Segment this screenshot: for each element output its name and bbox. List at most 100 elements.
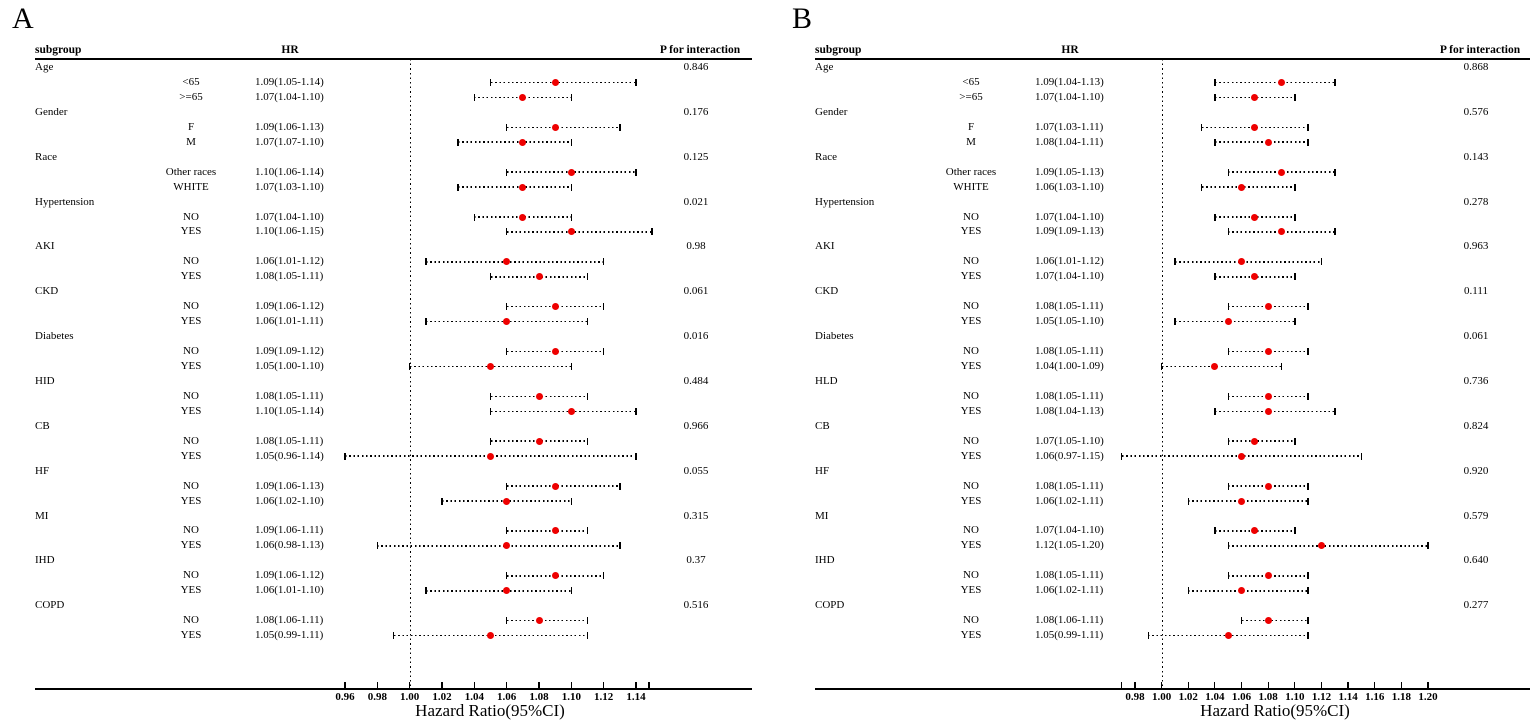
forest-panel-a: A subgroup HR P for interaction Hazard R… <box>12 2 752 720</box>
subgroup-level-label: M <box>186 135 196 148</box>
ci-cap-left <box>1227 392 1230 400</box>
ci-cap-right <box>586 527 589 535</box>
ci-cap-left <box>425 587 427 595</box>
hr-ci-text: 1.07(1.04-1.10) <box>255 210 324 223</box>
p-interaction-value: 0.125 <box>683 150 709 163</box>
subgroup-label: CB <box>815 419 830 432</box>
p-interaction-value: 0.963 <box>1463 240 1489 253</box>
ci-cap-right <box>1334 168 1336 176</box>
hr-point-marker <box>535 437 543 445</box>
p-interaction-value: 0.824 <box>1463 419 1489 432</box>
subgroup-level-label: NO <box>183 345 199 358</box>
p-interaction-value: 0.640 <box>1463 554 1489 567</box>
ci-cap-right <box>1294 437 1296 445</box>
subgroup-label: Race <box>815 150 837 163</box>
hr-point-marker <box>1264 303 1272 311</box>
hr-point-marker <box>551 348 559 356</box>
subgroup-label: MI <box>815 509 829 522</box>
subgroup-level-label: NO <box>183 300 199 313</box>
hr-ci-text: 1.06(0.98-1.13) <box>255 539 324 552</box>
hr-ci-text: 1.09(1.06-1.13) <box>255 479 324 492</box>
p-interaction-value: 0.846 <box>683 61 709 73</box>
subgroup-label: Diabetes <box>35 330 74 343</box>
x-axis-tick <box>538 682 540 688</box>
p-interaction-value: 0.484 <box>683 374 709 387</box>
p-interaction-value: 0.061 <box>1463 330 1489 343</box>
subgroup-level-label: NO <box>183 434 199 447</box>
column-header-p-interaction: P for interaction <box>659 44 741 56</box>
ci-cap-left <box>1214 93 1216 101</box>
ci-cap-right <box>1307 632 1309 640</box>
ci-whisker <box>1214 81 1335 84</box>
ci-whisker <box>506 530 588 532</box>
subgroup-level-label: YES <box>960 315 982 328</box>
ci-whisker <box>506 619 588 622</box>
hr-point-marker <box>1277 228 1285 236</box>
x-axis-tick <box>344 682 346 688</box>
x-axis-tick <box>603 682 605 688</box>
subgroup-level-label: F <box>967 120 975 133</box>
hr-ci-text: 1.09(1.04-1.13) <box>1035 75 1104 88</box>
ci-cap-right <box>586 617 589 625</box>
x-axis-tick-label: 1.08 <box>1258 691 1278 703</box>
p-interaction-value: 0.868 <box>1463 61 1489 73</box>
subgroup-label: Diabetes <box>815 330 854 343</box>
ci-cap-left <box>505 348 508 356</box>
ci-whisker <box>490 81 636 84</box>
ci-cap-left <box>1187 497 1190 505</box>
hr-ci-text: 1.06(1.01-1.11) <box>255 315 324 328</box>
ci-cap-left <box>1227 542 1230 550</box>
hr-ci-text: 1.09(1.06-1.11) <box>255 524 324 537</box>
x-axis-title: Hazard Ratio(95%CI) <box>415 701 565 720</box>
subgroup-level-label: YES <box>180 315 202 328</box>
ci-cap-left <box>1214 78 1216 86</box>
subgroup-level-label: NO <box>963 479 979 492</box>
x-axis-tick-label: 1.16 <box>1365 691 1385 703</box>
p-interaction-value: 0.278 <box>1463 195 1489 208</box>
hr-ci-text: 1.09(1.05-1.13) <box>1035 165 1104 178</box>
subgroup-level-label: Other races <box>945 165 997 178</box>
subgroup-label: Gender <box>815 105 848 118</box>
ci-cap-right <box>1360 452 1363 460</box>
p-interaction-value: 0.055 <box>683 464 709 477</box>
x-axis-tick-label: 1.00 <box>400 691 420 703</box>
subgroup-level-label: YES <box>960 404 982 417</box>
ci-whisker <box>458 186 572 188</box>
hr-point-marker <box>503 318 511 326</box>
p-interaction-value: 0.920 <box>1463 464 1489 477</box>
ci-cap-right <box>570 93 573 101</box>
ci-cap-left <box>1227 168 1230 176</box>
hr-point-marker <box>1277 168 1285 176</box>
hr-ci-text: 1.08(1.06-1.11) <box>255 614 324 627</box>
ci-cap-right <box>1427 542 1429 550</box>
x-axis-tick <box>473 682 475 688</box>
subgroup-label: MI <box>35 509 49 522</box>
hr-point-marker <box>1264 348 1272 356</box>
column-header-hr: HR <box>281 44 299 56</box>
ci-cap-right <box>586 318 589 326</box>
ci-cap-left <box>1174 318 1176 326</box>
x-axis-line <box>815 688 1530 690</box>
hr-ci-text: 1.06(1.01-1.12) <box>255 255 324 268</box>
subgroup-level-label: YES <box>960 539 982 552</box>
subgroup-label: AKI <box>815 240 835 253</box>
x-axis-tick-label: 0.98 <box>1125 691 1145 703</box>
hr-ci-text: 1.10(1.05-1.14) <box>255 404 324 417</box>
p-interaction-value: 0.966 <box>683 419 709 432</box>
ci-cap-right <box>1294 213 1296 221</box>
subgroup-level-label: YES <box>180 494 202 507</box>
hr-point-marker <box>519 183 527 191</box>
p-interaction-value: 0.277 <box>1463 599 1489 612</box>
hr-ci-text: 1.08(1.06-1.11) <box>1035 614 1104 627</box>
subgroup-level-label: F <box>187 120 195 133</box>
ci-cap-right <box>635 168 637 176</box>
hr-ci-text: 1.08(1.04-1.11) <box>1035 135 1104 148</box>
ci-cap-right <box>602 572 605 580</box>
ci-cap-right <box>602 303 605 311</box>
ci-cap-left <box>1227 303 1230 311</box>
ci-cap-left <box>441 497 443 505</box>
subgroup-level-label: NO <box>183 255 199 268</box>
x-axis-tick <box>1161 682 1163 688</box>
hr-ci-text: 1.07(1.04-1.10) <box>255 90 324 103</box>
reference-line-hr1 <box>409 59 411 688</box>
